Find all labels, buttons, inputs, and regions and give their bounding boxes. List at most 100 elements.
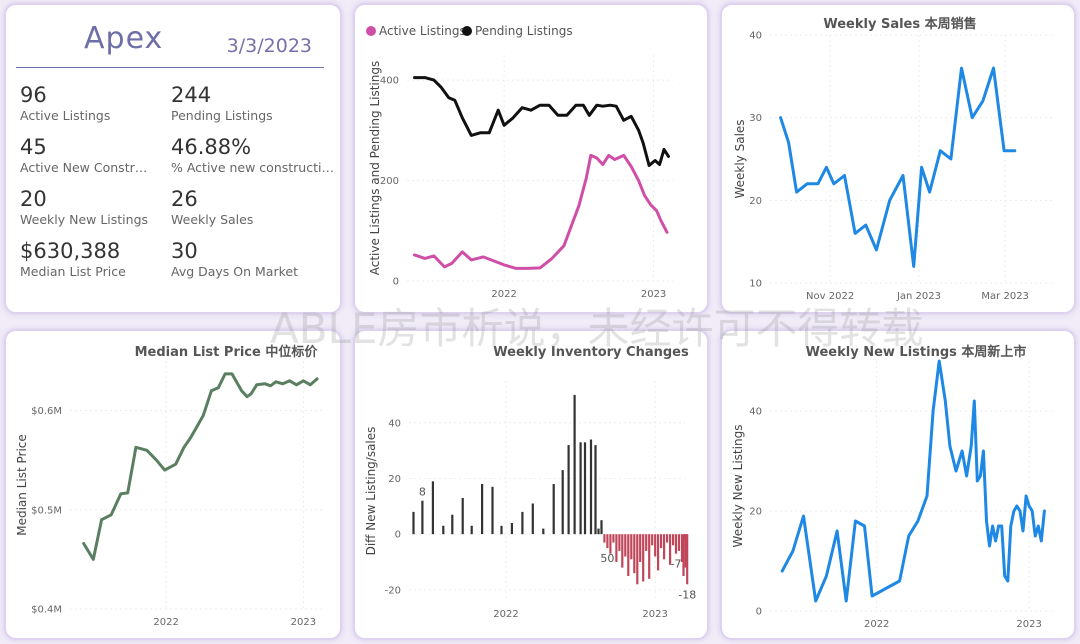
header-divider <box>16 67 324 68</box>
kpi-weekly-new-listings: 20 Weekly New Listings <box>20 187 180 227</box>
new-listings-chart: 0 20 40 2022 2023 Weekly New Listings Weekly N… <box>731 344 1052 630</box>
bar <box>531 503 534 535</box>
chart-title: Weekly Sales 本周销售 <box>823 16 976 32</box>
median-price-chart-card: $0.4M $0.5M $0.6M 2022 2023 Median List Price… <box>4 329 342 640</box>
kpi-value: 26 <box>171 187 198 211</box>
y-tick-label: 20 <box>388 474 401 485</box>
kpi-median-list-price: $630,388 Median List Price <box>20 239 180 279</box>
brand-title: Apex <box>84 21 164 56</box>
series-line-0 <box>779 66 1017 268</box>
bar <box>633 534 636 574</box>
bar <box>648 534 651 579</box>
bar <box>680 534 684 562</box>
kpi-value: 20 <box>20 187 47 211</box>
series-line-active-listings <box>413 153 669 270</box>
bar <box>674 534 678 554</box>
series-line-0 <box>780 359 1046 603</box>
chart-title: Median List Price 中位标价 <box>135 344 319 360</box>
x-tick-label: 2022 <box>153 617 178 628</box>
bar <box>669 534 672 565</box>
bar <box>600 520 603 535</box>
bar <box>589 439 593 535</box>
y-tick-label: 20 <box>749 507 762 518</box>
y-tick-label: 40 <box>749 407 762 418</box>
legend-marker <box>462 26 472 36</box>
bar <box>624 534 627 557</box>
bar <box>639 534 642 562</box>
kpi-value: 96 <box>20 83 47 107</box>
new-listings-chart-card: 0 20 40 2022 2023 Weekly New Listings Weekly N… <box>720 329 1076 640</box>
bar <box>654 534 657 557</box>
bar <box>521 511 524 535</box>
x-tick-label: Nov 2022 <box>806 291 854 302</box>
weekly-sales-chart-card: 10 20 30 40 Nov 2022 Jan 2023 Mar 2023 Weekly S… <box>720 3 1076 314</box>
x-tick-label: 2023 <box>1016 619 1041 630</box>
bar <box>583 442 587 535</box>
bar <box>651 534 654 546</box>
kpi-label: Active Listings <box>20 108 111 123</box>
x-tick-label: 2022 <box>493 609 518 620</box>
x-tick-label: Mar 2023 <box>981 291 1029 302</box>
series-line-0 <box>82 372 319 561</box>
kpi-weekly-sales: 26 Weekly Sales <box>171 187 331 227</box>
kpi-avg-days-on-market: 30 Avg Days On Market <box>171 239 331 279</box>
bar <box>630 534 633 560</box>
kpi-pending-listings: 244 Pending Listings <box>171 83 331 123</box>
x-tick-label: 2023 <box>642 609 667 620</box>
bar <box>461 498 464 535</box>
listings-chart: 0 200 400 2022 2023 Active Listings and Pendi… <box>366 24 673 300</box>
bar <box>552 484 555 535</box>
chart-title: Weekly Inventory Changes <box>493 345 689 360</box>
bar <box>542 528 545 535</box>
y-tick-label: $0.4M <box>31 605 62 616</box>
x-tick-label: Jan 2023 <box>896 291 941 302</box>
report-date: 3/3/2023 <box>226 35 312 57</box>
bar <box>470 525 473 535</box>
bar <box>672 534 675 546</box>
y-tick-label: 0 <box>395 530 401 541</box>
bar <box>561 470 564 535</box>
bar <box>663 534 666 560</box>
listings-chart-card: 0 200 400 2022 2023 Active Listings and Pendi… <box>353 3 709 314</box>
data-label: -7 <box>671 558 682 571</box>
bar <box>594 445 597 535</box>
y-tick-label: $0.5M <box>31 505 62 516</box>
bar <box>500 525 503 535</box>
kpi-label: Avg Days On Market <box>171 264 298 279</box>
bar <box>682 534 685 576</box>
median-price-chart: $0.4M $0.5M $0.6M 2022 2023 Median List Price… <box>15 344 324 628</box>
bar <box>421 500 424 535</box>
bar <box>677 534 681 551</box>
y-tick-label: 40 <box>749 31 762 42</box>
chart-title: Weekly New Listings 本周新上市 <box>806 344 1027 360</box>
y-tick-label: 200 <box>380 176 399 187</box>
y-axis-title: Weekly New Listings <box>731 425 745 548</box>
y-axis-title: Median List Price <box>15 434 29 536</box>
y-tick-label: $0.6M <box>31 406 62 417</box>
bar <box>657 534 660 571</box>
kpi-label: Pending Listings <box>171 108 273 123</box>
y-axis-title: Diff New Listing/sales <box>364 427 378 556</box>
data-label: 8 <box>419 486 426 499</box>
bar <box>510 523 513 535</box>
legend-label: Pending Listings <box>475 24 573 38</box>
bar <box>606 534 609 549</box>
kpi-active-new-constructions: 45 Active New Constructions <box>20 135 154 175</box>
bar <box>660 534 663 549</box>
x-tick-label: 2023 <box>641 289 666 300</box>
kpi-active-listings: 96 Active Listings <box>20 83 180 123</box>
bar <box>612 534 615 543</box>
inventory-chart-card: -20 0 20 40 2022 2023 Diff New Listing/sales We… <box>353 329 709 640</box>
kpi-value: 30 <box>171 239 198 263</box>
y-tick-label: 10 <box>749 279 762 290</box>
inventory-changes-chart: -20 0 20 40 2022 2023 Diff New Listing/sales We… <box>364 345 696 620</box>
bar <box>567 445 570 535</box>
x-tick-label: 2023 <box>291 617 316 628</box>
bar <box>491 486 494 535</box>
data-label: -18 <box>678 588 696 601</box>
legend-marker <box>366 26 376 36</box>
y-axis-title: Active Listings and Pending Listings <box>368 61 382 276</box>
bar <box>579 442 582 535</box>
kpi-label: Active New Constructions <box>20 160 154 175</box>
bar <box>451 514 454 535</box>
